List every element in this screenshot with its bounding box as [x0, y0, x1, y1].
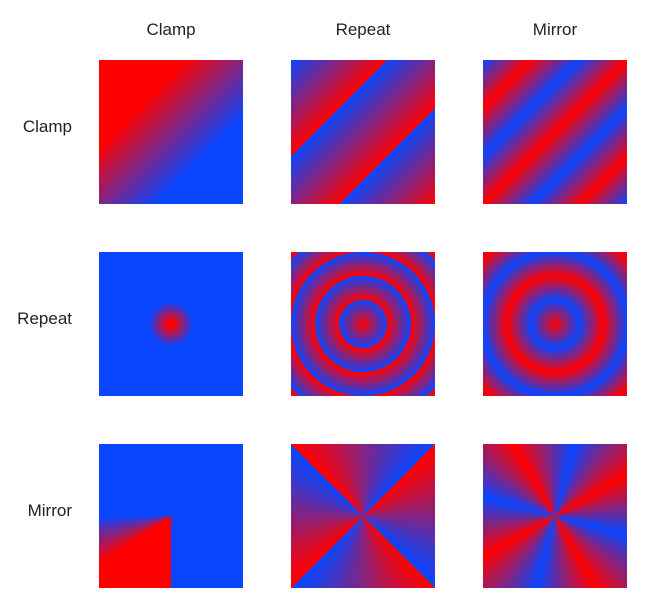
radial-gradient-clamp-swatch: [99, 252, 243, 396]
row-header-clamp: Clamp: [22, 117, 72, 136]
radial-gradient-repeat-swatch: [291, 252, 435, 396]
sweep-gradient-repeat-swatch: [291, 444, 435, 588]
column-header-mirror: Mirror: [532, 20, 578, 39]
linear-gradient-clamp-swatch: [99, 60, 243, 204]
radial-gradient-mirror-swatch: [483, 252, 627, 396]
row-header-mirror: Mirror: [27, 501, 72, 520]
sweep-gradient-clamp-swatch: [99, 444, 243, 588]
column-header-repeat: Repeat: [335, 20, 391, 39]
linear-gradient-mirror-swatch: [483, 60, 627, 204]
linear-gradient-repeat-swatch: [291, 60, 435, 204]
row-header-repeat: Repeat: [17, 309, 72, 328]
column-header-clamp: Clamp: [146, 20, 196, 39]
sweep-gradient-mirror-swatch: [483, 444, 627, 588]
